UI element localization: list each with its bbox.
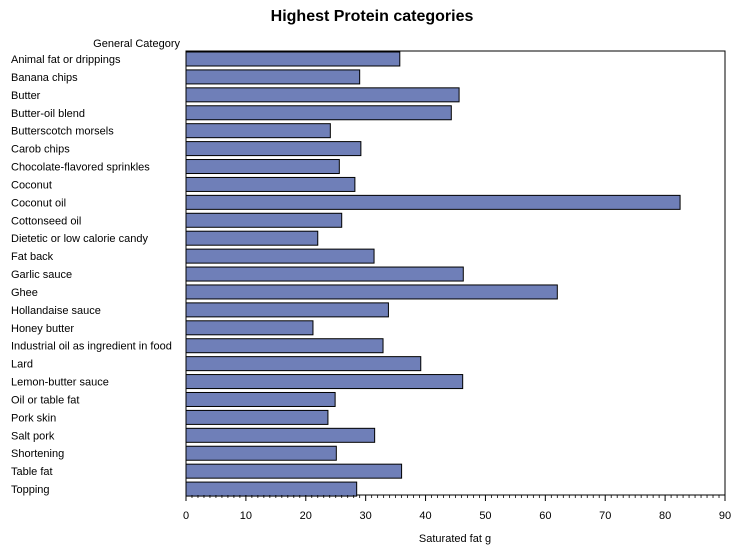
category-label: Butterscotch morsels bbox=[11, 126, 114, 138]
bar bbox=[185, 284, 558, 300]
category-axis-label: General Category bbox=[93, 38, 180, 50]
category-label: Carob chips bbox=[11, 144, 70, 156]
category-label: Topping bbox=[11, 484, 50, 496]
bar bbox=[185, 159, 340, 175]
category-label: Ghee bbox=[11, 287, 38, 299]
category-label: Chocolate-flavored sprinkles bbox=[11, 162, 150, 174]
category-label: Fat back bbox=[11, 251, 54, 263]
bar bbox=[185, 409, 329, 425]
x-tick-label: 10 bbox=[240, 510, 252, 522]
category-label: Lard bbox=[11, 359, 33, 371]
bar bbox=[185, 176, 356, 192]
bar bbox=[185, 391, 336, 407]
chart-title: Highest Protein categories bbox=[271, 8, 474, 25]
x-tick-label: 50 bbox=[479, 510, 491, 522]
x-tick-label: 0 bbox=[183, 510, 189, 522]
bar bbox=[185, 194, 681, 210]
category-labels-group: Animal fat or drippings Banana chips Butte… bbox=[11, 54, 172, 496]
bar bbox=[185, 463, 403, 479]
bar bbox=[185, 427, 376, 443]
category-label: Animal fat or drippings bbox=[11, 54, 121, 66]
category-label: Garlic sauce bbox=[11, 269, 72, 281]
bar bbox=[185, 69, 361, 85]
bar bbox=[185, 266, 464, 282]
x-tick-label: 60 bbox=[539, 510, 551, 522]
bar bbox=[185, 51, 401, 67]
bar bbox=[185, 212, 343, 228]
bar bbox=[185, 481, 358, 497]
category-label: Industrial oil as ingredient in food bbox=[11, 341, 172, 353]
x-axis: 0 10 20 30 40 50 60 70 80 90 bbox=[183, 495, 731, 522]
category-label: Hollandaise sauce bbox=[11, 305, 101, 317]
category-label: Butter-oil blend bbox=[11, 108, 85, 120]
category-label: Table fat bbox=[11, 466, 53, 478]
bar bbox=[185, 141, 362, 157]
bar bbox=[185, 320, 314, 336]
category-label: Coconut bbox=[11, 179, 52, 191]
category-label: Cottonseed oil bbox=[11, 215, 81, 227]
x-tick-label: 80 bbox=[659, 510, 671, 522]
x-tick-label: 70 bbox=[599, 510, 611, 522]
category-label: Butter bbox=[11, 90, 41, 102]
bar bbox=[185, 123, 331, 139]
category-label: Coconut oil bbox=[11, 197, 66, 209]
x-tick-label: 30 bbox=[360, 510, 372, 522]
bars-group bbox=[185, 51, 681, 497]
bar bbox=[185, 445, 337, 461]
bar bbox=[185, 338, 384, 354]
bar bbox=[185, 87, 460, 103]
category-label: Salt pork bbox=[11, 430, 55, 442]
x-tick-label: 20 bbox=[300, 510, 312, 522]
category-label: Pork skin bbox=[11, 412, 56, 424]
category-label: Banana chips bbox=[11, 72, 78, 84]
bar bbox=[185, 302, 389, 318]
bar bbox=[185, 248, 375, 264]
category-label: Lemon-butter sauce bbox=[11, 377, 109, 389]
x-tick-label: 40 bbox=[419, 510, 431, 522]
x-axis-label: Saturated fat g bbox=[419, 533, 491, 545]
x-tick-label: 90 bbox=[719, 510, 731, 522]
category-label: Oil or table fat bbox=[11, 394, 79, 406]
bar bbox=[185, 230, 319, 246]
category-label: Honey butter bbox=[11, 323, 74, 335]
bar bbox=[185, 374, 464, 390]
category-label: Shortening bbox=[11, 448, 64, 460]
bar bbox=[185, 356, 422, 372]
category-label: Dietetic or low calorie candy bbox=[11, 233, 148, 245]
bar bbox=[185, 105, 452, 121]
